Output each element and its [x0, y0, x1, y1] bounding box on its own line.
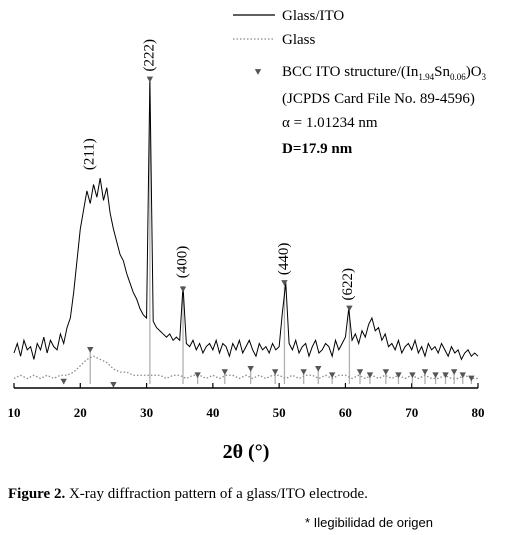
reference-marker [221, 369, 228, 375]
x-tick-label: 80 [472, 405, 485, 420]
reference-marker [179, 286, 187, 293]
legend-note: D=17.9 nm [282, 141, 353, 157]
reference-marker [432, 372, 439, 379]
reference-marker [60, 378, 67, 385]
subscript: 0.06 [450, 72, 466, 82]
reference-marker [194, 372, 201, 379]
x-tick-label: 70 [405, 405, 418, 420]
legend-text: BCC ITO structure/(In [282, 64, 419, 80]
reference-marker [468, 375, 475, 382]
reference-marker [382, 369, 390, 375]
legend-label: Glass [282, 32, 315, 48]
caption-label: Figure 2. [8, 486, 65, 502]
reference-marker [300, 369, 307, 375]
legend-marker [254, 69, 262, 75]
subscript: 1.94 [418, 72, 434, 82]
legend-note: (JCPDS Card File No. 89-4596) [282, 91, 475, 107]
reference-marker [409, 372, 416, 379]
reference-marker [442, 372, 449, 379]
reference-marker [281, 280, 288, 286]
reference-marker [366, 372, 374, 379]
x-axis-label: 2θ (°) [223, 441, 270, 463]
x-tick-label: 50 [273, 405, 286, 420]
reference-marker [395, 372, 402, 379]
legend-label: BCC ITO structure/(In1.94Sn0.06)O3 [282, 64, 487, 82]
x-tick-label: 10 [8, 405, 21, 420]
x-tick-label: 40 [206, 405, 219, 420]
reference-marker [315, 366, 322, 372]
reference-marker [450, 369, 458, 375]
peak-label: (440) [276, 243, 292, 276]
legend-label: Glass/ITO [282, 8, 344, 24]
peak-label: (222) [141, 39, 157, 72]
caption: Figure 2. X-ray diffraction pattern of a… [8, 486, 368, 502]
reference-marker [459, 372, 466, 379]
peak-label: (400) [174, 246, 190, 279]
x-tick-label: 30 [140, 405, 153, 420]
legend-text: Glass/ITO [282, 8, 344, 24]
reference-marker [110, 381, 117, 388]
reference-marker [421, 369, 429, 375]
legend-text: Sn [434, 64, 450, 80]
line-series [13, 79, 479, 361]
x-tick-label: 60 [339, 405, 352, 420]
reference-marker [247, 366, 254, 372]
peak-label: (211) [82, 138, 98, 170]
reference-marker [328, 372, 336, 379]
reference-marker [356, 369, 364, 375]
legend-text: Glass [282, 32, 315, 48]
legend-note: α = 1.01234 nm [282, 115, 378, 131]
caption-text: X-ray diffraction pattern of a glass/ITO… [65, 486, 368, 502]
reference-marker [87, 346, 94, 353]
line-series [13, 355, 478, 380]
reference-marker [346, 305, 353, 312]
reference-marker [271, 369, 279, 375]
reference-marker [146, 76, 154, 83]
subscript: 3 [482, 72, 487, 82]
x-tick-label: 20 [74, 405, 87, 420]
peak-label: (622) [340, 268, 356, 301]
footnote: * Ilegibilidad de origen [305, 515, 433, 530]
legend-text: )O [466, 64, 482, 80]
